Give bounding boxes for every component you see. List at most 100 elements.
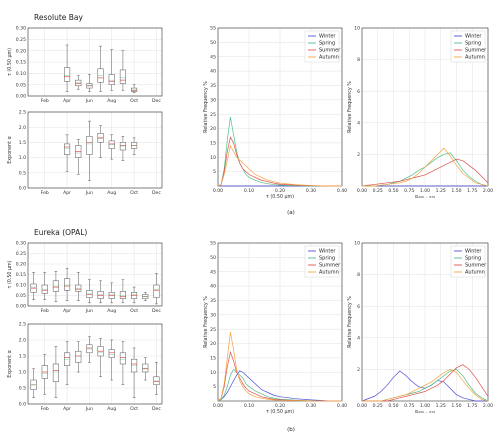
- chart-title: Eureka (OPAL): [34, 228, 87, 237]
- y-tick-label: 10: [354, 241, 360, 247]
- box-12: [153, 362, 160, 395]
- x-tick-label: Oct: [130, 406, 138, 412]
- x-tick-label: 1.75: [467, 403, 477, 409]
- legend-label-summer: Summer: [465, 263, 487, 269]
- y-tick-label: 0.20: [16, 48, 26, 54]
- series-summer: [361, 158, 489, 187]
- y-axis-label: Relative Frequency %: [347, 81, 353, 133]
- y-axis-label: Relative Frequency %: [203, 296, 209, 348]
- x-tick-label: 0.50: [388, 403, 398, 409]
- y-tick-label: 5: [213, 169, 216, 175]
- box-3: [52, 346, 59, 398]
- x-tick-label: 0.25: [373, 403, 383, 409]
- y-tick-label: 30: [210, 97, 216, 103]
- x-tick-label: Oct: [130, 308, 138, 314]
- y-tick-label: 35: [210, 298, 216, 304]
- box-body: [64, 67, 71, 82]
- y-tick-label: 0.5: [19, 170, 26, 176]
- y-axis-label: Relative Frequency %: [203, 81, 209, 133]
- x-tick-label: 0.25: [373, 188, 383, 194]
- chart-resolute-tau: Feb Apr Jun Aug Oct Dec 0.00 0.05 0.10 0.15 0.20 0.…: [7, 13, 163, 104]
- box-4: [64, 267, 71, 301]
- chart-resolute-alpha-hist: 0.00 0.25 0.50 0.75 1.00 1.25 1.50 1.75 2.00 2 4 6 8…: [347, 26, 493, 200]
- chart-eureka-tau: Feb Apr Jun Aug Oct Dec 0.00 0.05 0.10 0.15 0.20 0.…: [7, 228, 163, 314]
- chart-eureka-tau-hist: 0.00 0.10 0.20 0.30 0.40 5 10 15 20 25 30 35 40 45 50 5…: [203, 241, 347, 415]
- axes-frame: [27, 323, 163, 405]
- x-tick-label: 1.00: [420, 403, 430, 409]
- y-tick-label: 50: [210, 40, 216, 46]
- y-tick-label: 0.15: [16, 60, 26, 66]
- x-tick-label: 1.75: [467, 188, 477, 194]
- y-tick-label: 55: [210, 26, 216, 32]
- y-tick-label: 0.00: [16, 94, 26, 100]
- box-9: [119, 50, 126, 91]
- x-tick-label: 1.50: [451, 188, 461, 194]
- x-tick-label: Oct: [130, 190, 138, 196]
- y-tick-label: 55: [210, 241, 216, 247]
- legend-label-winter: Winter: [465, 249, 482, 255]
- legend-label-autumn: Autumn: [465, 55, 485, 61]
- y-tick-label: 10: [210, 155, 216, 161]
- x-tick-label: 0.40: [337, 188, 347, 194]
- x-tick-label: 2.00: [483, 403, 493, 409]
- box-4: [64, 341, 71, 386]
- x-tick-label: 0.30: [306, 188, 316, 194]
- x-tick-label: 0.75: [404, 188, 414, 194]
- x-axis-label: α₄₄₀ ₋ ₈₇₀: [415, 410, 435, 415]
- box-7: [97, 125, 104, 158]
- box-11: [142, 357, 149, 381]
- x-tick-label: Oct: [130, 98, 138, 104]
- y-tick-label: 45: [210, 54, 216, 60]
- x-tick-label: Feb: [41, 406, 49, 412]
- y-tick-label: 25: [210, 327, 216, 333]
- box-11: [142, 292, 149, 301]
- x-tick-label: 0.10: [244, 188, 254, 194]
- x-tick-label: Jun: [85, 190, 93, 196]
- legend-label-autumn: Autumn: [319, 270, 339, 276]
- box-2: [41, 272, 48, 300]
- x-tick-label: 1.00: [420, 188, 430, 194]
- y-tick-label: 20: [210, 341, 216, 347]
- box-5: [75, 139, 82, 175]
- x-tick-label: 0.00: [213, 403, 223, 409]
- y-tick-label: 0.25: [16, 251, 26, 257]
- box-body: [97, 291, 104, 299]
- y-tick-label: 1.5: [19, 354, 26, 360]
- series-autumn: [217, 331, 342, 402]
- box-body: [119, 69, 126, 84]
- x-tick-label: 2.00: [483, 188, 493, 194]
- y-tick-label: 6: [357, 304, 360, 310]
- y-tick-label: 0.20: [16, 262, 26, 268]
- y-tick-label: 2: [357, 367, 360, 373]
- x-tick-label: 1.25: [436, 188, 446, 194]
- box-10: [131, 347, 138, 398]
- y-axis-label: τ (0.50 μm): [7, 48, 13, 76]
- box-6: [86, 279, 93, 304]
- y-tick-label: 2.5: [19, 322, 26, 328]
- y-tick-label: 2.5: [19, 110, 26, 116]
- y-tick-label: 8: [357, 57, 360, 63]
- box-8: [108, 134, 115, 160]
- x-tick-label: Dec: [152, 190, 161, 196]
- box-8: [108, 49, 115, 91]
- x-tick-label: 0.50: [388, 188, 398, 194]
- legend-label-autumn: Autumn: [319, 55, 339, 61]
- x-tick-label: Dec: [152, 406, 161, 412]
- series-autumn: [217, 144, 342, 187]
- series-spring: [217, 116, 342, 187]
- x-tick-label: Dec: [152, 308, 161, 314]
- box-10: [131, 137, 138, 155]
- chart-eureka-alpha: Feb Apr Jun Aug Oct Dec 0.0 0.5 1.0 1.5 2.0 2.5 Expo…: [7, 322, 163, 412]
- y-tick-label: 1.5: [19, 140, 26, 146]
- caption-b: (b): [287, 427, 295, 433]
- y-tick-label: 5: [213, 384, 216, 390]
- axes-frame: [217, 242, 343, 402]
- y-tick-label: 0.25: [16, 37, 26, 43]
- y-tick-label: 2: [357, 152, 360, 158]
- box-10: [131, 84, 138, 93]
- box-9: [119, 341, 126, 386]
- x-tick-label: 0.75: [404, 403, 414, 409]
- x-axis-label: α₄₄₀ ₋ ₈₇₀: [415, 195, 435, 200]
- x-tick-label: 0.20: [275, 188, 285, 194]
